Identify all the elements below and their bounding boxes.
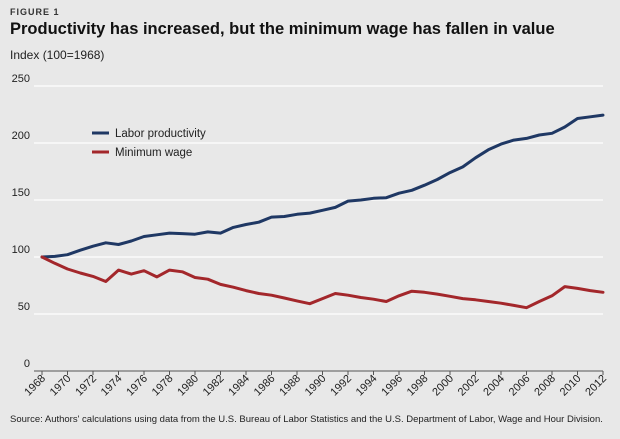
source-note: Source: Authors' calculations using data… <box>10 414 603 425</box>
x-tick-label: 1998 <box>405 373 431 399</box>
x-tick-label: 1990 <box>303 373 329 399</box>
x-tick-label: 1972 <box>73 373 99 399</box>
x-tick-label: 2010 <box>558 373 584 399</box>
x-tick-label: 1970 <box>48 373 74 399</box>
chart-title: Productivity has increased, but the mini… <box>10 20 555 38</box>
x-tick-label: 1980 <box>175 373 201 399</box>
figure-label: FIGURE 1 <box>10 7 60 17</box>
y-tick-label: 150 <box>12 187 30 199</box>
x-tick-label: 2002 <box>456 373 482 399</box>
y-tick-label: 0 <box>24 358 30 370</box>
x-tick-label: 1994 <box>354 373 380 399</box>
x-tick-label: 2000 <box>430 373 456 399</box>
legend-label-productivity: Labor productivity <box>115 128 206 140</box>
y-axis-label: Index (100=1968) <box>10 48 105 62</box>
y-tick-label: 250 <box>12 73 30 85</box>
x-tick-label: 1992 <box>328 373 354 399</box>
x-tick-label: 2004 <box>481 373 507 399</box>
x-tick-label: 1974 <box>99 373 125 399</box>
x-tick-label: 1996 <box>379 373 405 399</box>
y-tick-label: 100 <box>12 244 30 256</box>
y-tick-label: 200 <box>12 130 30 142</box>
x-tick-label: 1988 <box>277 373 303 399</box>
x-tick-label: 1984 <box>226 373 252 399</box>
x-tick-label: 1978 <box>150 373 176 399</box>
x-tick-label: 1986 <box>252 373 278 399</box>
x-tick-label: 1968 <box>22 373 48 399</box>
x-tick-label: 2012 <box>583 373 609 399</box>
x-tick-label: 1982 <box>201 373 227 399</box>
y-tick-label: 50 <box>18 301 30 313</box>
productivity-line <box>40 113 605 259</box>
x-tick-label: 2008 <box>532 373 558 399</box>
x-tick-label: 1976 <box>124 373 150 399</box>
x-tick-label: 2006 <box>507 373 533 399</box>
minimum-wage-line <box>40 255 605 310</box>
legend-label-minimum-wage: Minimum wage <box>115 147 192 159</box>
